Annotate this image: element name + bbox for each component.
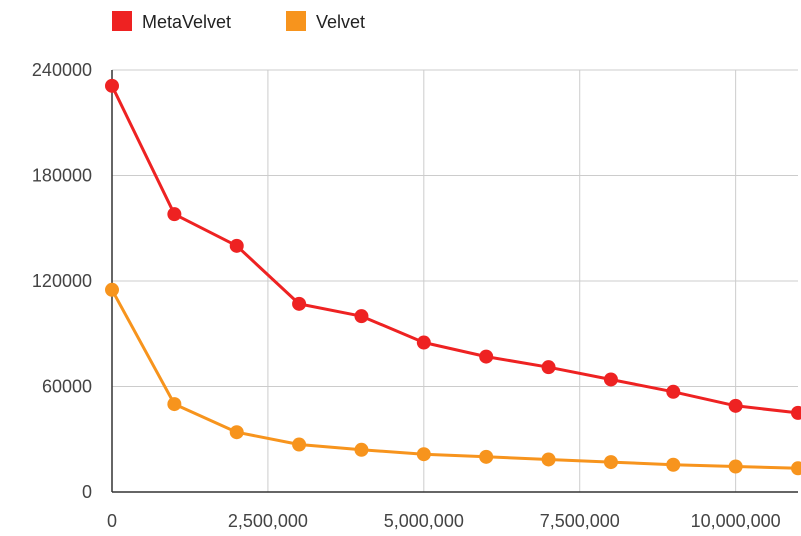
data-point-metavelvet	[354, 309, 369, 324]
legend: MetaVelvet Velvet	[112, 11, 365, 32]
data-point-metavelvet	[666, 384, 681, 399]
legend-label-velvet: Velvet	[316, 12, 365, 32]
data-point-metavelvet	[791, 405, 801, 420]
data-point-velvet	[229, 425, 244, 440]
series-line-metavelvet	[110, 85, 799, 415]
axes: 0 60000 120000 180000 240000 0 2,500,000 5,000,…	[32, 60, 798, 531]
y-tick-label: 60000	[42, 377, 92, 397]
y-tick-label: 240000	[32, 60, 92, 80]
x-tick-label: 2,500,000	[228, 511, 308, 531]
data-point-velvet	[105, 282, 119, 297]
data-point-metavelvet	[541, 360, 556, 375]
data-point-velvet	[728, 459, 743, 474]
data-point-velvet	[167, 397, 182, 412]
data-point-velvet	[354, 442, 369, 457]
data-point-metavelvet	[416, 335, 431, 350]
legend-swatch-metavelvet	[112, 11, 132, 31]
y-tick-label: 120000	[32, 271, 92, 291]
data-point-velvet	[541, 452, 556, 467]
data-point-metavelvet	[292, 296, 307, 311]
data-point-metavelvet	[167, 207, 182, 222]
series-line-velvet	[110, 289, 799, 470]
data-point-velvet	[479, 449, 494, 464]
y-tick-label: 0	[82, 482, 92, 502]
x-tick-label: 7,500,000	[540, 511, 620, 531]
y-tick-label: 180000	[32, 166, 92, 186]
data-point-metavelvet	[479, 349, 494, 364]
data-point-metavelvet	[603, 372, 618, 387]
data-point-velvet	[292, 437, 307, 452]
data-point-velvet	[603, 455, 618, 470]
data-point-velvet	[416, 447, 431, 462]
x-tick-label: 5,000,000	[384, 511, 464, 531]
data-point-metavelvet	[728, 398, 743, 413]
data-point-metavelvet	[229, 238, 244, 253]
data-point-metavelvet	[105, 78, 119, 93]
data-point-velvet	[791, 461, 801, 476]
data-point-velvet	[666, 457, 681, 472]
x-tick-label: 10,000,000	[691, 511, 781, 531]
grid	[112, 69, 798, 492]
legend-swatch-velvet	[286, 11, 306, 31]
x-tick-label: 0	[107, 511, 117, 531]
legend-label-metavelvet: MetaVelvet	[142, 12, 231, 32]
plot-area	[105, 78, 801, 476]
